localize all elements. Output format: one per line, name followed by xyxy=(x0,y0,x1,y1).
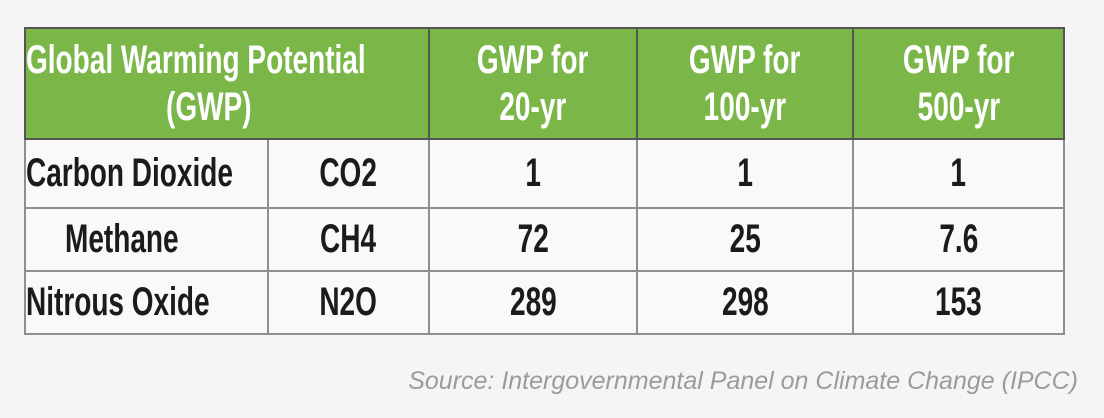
gwp-500yr-value: 7.6 xyxy=(939,217,978,261)
cell-gwp-20yr-value: 289 xyxy=(428,270,638,335)
gwp-20yr-value: 289 xyxy=(509,280,557,324)
gwp-100yr-value: 298 xyxy=(721,280,769,324)
header-gwp-20yr-line1: GWP for xyxy=(477,37,589,82)
table-row: Methane CH4 72 25 7.6 xyxy=(24,207,1065,272)
header-cell-gwp-100yr: GWP for 100-yr xyxy=(636,27,854,140)
header-cell-gwp-500yr: GWP for 500-yr xyxy=(852,27,1065,140)
cell-gwp-20yr-value: 72 xyxy=(428,207,638,272)
gwp-500yr-value: 1 xyxy=(950,151,967,195)
cell-gas-name: Methane xyxy=(24,207,269,272)
header-gwp-500yr-line2: 500-yr xyxy=(917,84,1000,129)
cell-gas-formula: CO2 xyxy=(267,138,430,209)
gwp-20yr-value: 1 xyxy=(525,151,541,195)
gas-formula-label: N2O xyxy=(319,280,378,324)
table-title-line2: (GWP) xyxy=(165,84,252,129)
gas-formula-label: CO2 xyxy=(319,151,378,195)
table-row: Carbon Dioxide CO2 1 1 1 xyxy=(24,138,1065,209)
gwp-100yr-value: 1 xyxy=(737,151,753,195)
gas-formula-label: CH4 xyxy=(320,217,377,261)
table-header-row: Global Warming Potential (GWP) GWP for 2… xyxy=(24,27,1065,140)
cell-gwp-100yr-value: 25 xyxy=(636,207,854,272)
gwp-table: Global Warming Potential (GWP) GWP for 2… xyxy=(24,27,1065,335)
gas-name-label: Nitrous Oxide xyxy=(26,280,210,324)
gas-name-label: Carbon Dioxide xyxy=(26,151,233,195)
cell-gwp-500yr-value: 153 xyxy=(852,270,1065,335)
header-cell-title: Global Warming Potential (GWP) xyxy=(24,27,430,140)
gwp-20yr-value: 72 xyxy=(517,217,549,261)
header-gwp-100yr-line1: GWP for xyxy=(689,37,801,82)
cell-gwp-20yr-value: 1 xyxy=(428,138,638,209)
gwp-500yr-value: 153 xyxy=(935,280,982,324)
gwp-100yr-value: 25 xyxy=(729,217,761,261)
cell-gwp-100yr-value: 1 xyxy=(636,138,854,209)
cell-gwp-100yr-value: 298 xyxy=(636,270,854,335)
cell-gas-formula: CH4 xyxy=(267,207,430,272)
table-title-line1: Global Warming Potential xyxy=(26,37,366,82)
source-caption: Source: Intergovernmental Panel on Clima… xyxy=(408,367,1078,395)
header-gwp-100yr-line2: 100-yr xyxy=(703,84,787,129)
header-gwp-20yr-line2: 20-yr xyxy=(499,84,567,129)
header-gwp-500yr-line1: GWP for xyxy=(902,37,1015,82)
cell-gas-name: Carbon Dioxide xyxy=(24,138,269,209)
cell-gas-formula: N2O xyxy=(267,270,430,335)
cell-gas-name: Nitrous Oxide xyxy=(24,270,269,335)
header-cell-gwp-20yr: GWP for 20-yr xyxy=(428,27,638,140)
cell-gwp-500yr-value: 1 xyxy=(852,138,1065,209)
gas-name-label: Methane xyxy=(65,217,179,261)
table-row: Nitrous Oxide N2O 289 298 153 xyxy=(24,270,1065,335)
cell-gwp-500yr-value: 7.6 xyxy=(852,207,1065,272)
